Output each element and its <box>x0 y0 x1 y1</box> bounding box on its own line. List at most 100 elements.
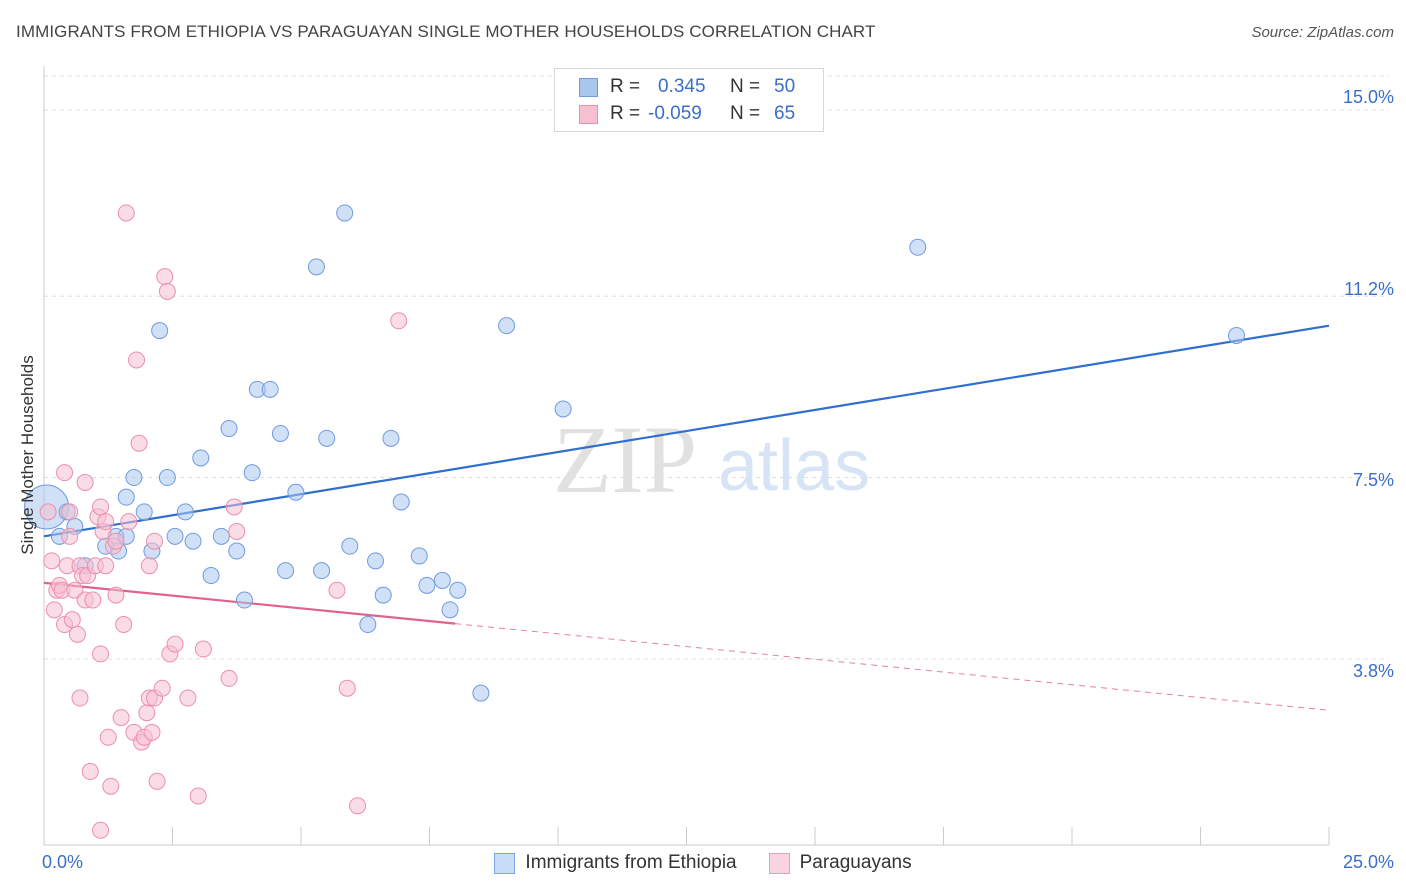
legend-n-label: N = <box>730 103 761 124</box>
paraguayan-point-63 <box>338 679 356 697</box>
ethiopia-point-35 <box>367 552 385 570</box>
watermark: ZIP atlas <box>553 406 870 513</box>
paraguayan-point-49 <box>146 532 164 550</box>
ethiopia-point-17 <box>192 449 210 467</box>
paraguayan-point-28 <box>97 513 115 531</box>
paraguayan-point-21 <box>84 591 102 609</box>
legend-swatch-ethiopia <box>579 77 598 97</box>
legend-row-ethiopia: R = 0.345 N = 50 <box>579 73 795 101</box>
ethiopia-point-38 <box>392 493 410 511</box>
paraguayan-point-2 <box>45 601 63 619</box>
paraguayan-point-11 <box>63 611 81 629</box>
paraguayan-point-50 <box>148 772 166 790</box>
ethiopia-point-14 <box>166 527 184 545</box>
paraguayan-point-51 <box>153 679 171 697</box>
paraguayan-point-60 <box>225 498 243 516</box>
paraguayan-point-47 <box>143 723 161 741</box>
ethiopia-point-9 <box>125 469 143 487</box>
ethiopia-point-45 <box>498 317 516 335</box>
paraguayan-point-41 <box>130 434 148 452</box>
ethiopia-point-28 <box>287 483 305 501</box>
paraguayan-trend-line-extension <box>455 623 1330 711</box>
paraguayan-point-25 <box>92 645 110 663</box>
paraguayan-point-65 <box>390 312 408 330</box>
ethiopia-point-21 <box>228 542 246 560</box>
x-tick-label-max: 25.0% <box>1342 852 1394 872</box>
paraguayan-point-1 <box>43 552 61 570</box>
paraguayan-point-38 <box>120 513 138 531</box>
paraguayan-point-12 <box>66 581 84 599</box>
paraguayan-point-56 <box>179 689 197 707</box>
ethiopia-point-13 <box>158 469 176 487</box>
paraguayan-point-20 <box>81 763 99 781</box>
paraguayan-point-64 <box>349 797 367 815</box>
ethiopia-point-39 <box>410 547 428 565</box>
paraguayan-point-35 <box>112 709 130 727</box>
legend-item-ethiopia[interactable]: Immigrants from Ethiopia <box>494 852 737 874</box>
ethiopia-point-44 <box>472 684 490 702</box>
ethiopia-point-8 <box>117 488 135 506</box>
ethiopia-point-18 <box>202 567 220 585</box>
ethiopia-point-26 <box>271 424 289 442</box>
ethiopia-point-40 <box>418 576 436 594</box>
ethiopia-point-34 <box>359 616 377 634</box>
paraguayan-point-37 <box>117 204 135 222</box>
ethiopia-point-22 <box>235 591 253 609</box>
ethiopia-point-30 <box>313 562 331 580</box>
paraguayan-point-27 <box>97 557 115 575</box>
legend-label-paraguayans: Paraguayans <box>799 852 912 873</box>
paraguayan-point-29 <box>92 821 110 839</box>
y-tick-label-3-8: 3.8% <box>1352 661 1394 681</box>
legend-n-value: 65 <box>774 103 796 124</box>
legend-swatch-paraguayans <box>579 104 598 124</box>
chart-title: IMMIGRANTS FROM ETHIOPIA VS PARAGUAYAN S… <box>16 22 876 41</box>
ethiopia-point-37 <box>382 429 400 447</box>
ethiopia-point-29 <box>307 258 325 276</box>
paraguayan-point-53 <box>158 282 176 300</box>
ethiopia-point-47 <box>909 238 927 256</box>
y-tick-label-7-5: 7.5% <box>1352 470 1394 490</box>
chart-source: Source: ZipAtlas.com <box>1251 24 1394 41</box>
legend-r-value: -0.059 <box>648 103 702 124</box>
legend-item-paraguayans[interactable]: Paraguayans <box>768 852 912 874</box>
ethiopia-trend-line <box>43 324 1330 538</box>
y-tick-label-15: 15.0% <box>1342 87 1394 107</box>
paraguayan-point-36 <box>115 616 133 634</box>
ethiopia-point-42 <box>441 601 459 619</box>
watermark-zip: ZIP <box>553 406 697 513</box>
ethiopia-point-12 <box>151 322 169 340</box>
ethiopia-point-19 <box>212 527 230 545</box>
gridlines <box>44 75 1389 660</box>
ethiopia-point-15 <box>176 503 194 521</box>
paraguayan-point-13 <box>68 625 86 643</box>
paraguayan-point-10 <box>61 527 79 545</box>
paraguayan-point-31 <box>102 777 120 795</box>
legend-label-ethiopia: Immigrants from Ethiopia <box>525 852 737 873</box>
paraguayan-point-33 <box>107 532 125 550</box>
paraguayan-point-9 <box>61 503 79 521</box>
legend-n-label: N = <box>730 76 761 97</box>
axes <box>43 66 1330 846</box>
legend-swatch-paraguayans <box>768 852 790 874</box>
paraguayan-point-30 <box>99 728 117 746</box>
ethiopia-point-43 <box>449 581 467 599</box>
ethiopia-point-48 <box>1227 326 1245 344</box>
data-points <box>24 204 1245 839</box>
ethiopia-point-33 <box>341 537 359 555</box>
correlation-legend: R = 0.345 N = 50 R = -0.059 N = 65 <box>554 68 824 132</box>
paraguayan-point-55 <box>166 635 184 653</box>
y-axis-label: Single Mother Households <box>18 355 37 555</box>
ethiopia-point-36 <box>374 586 392 604</box>
ethiopia-point-31 <box>318 429 336 447</box>
ethiopia-point-20 <box>220 420 238 438</box>
paraguayan-point-59 <box>220 669 238 687</box>
paraguayan-point-44 <box>138 704 156 722</box>
ethiopia-point-46 <box>554 400 572 418</box>
paraguayan-point-14 <box>71 689 89 707</box>
paraguayan-point-57 <box>189 787 207 805</box>
legend-r-value: 0.345 <box>658 76 706 97</box>
paraguayan-point-24 <box>92 498 110 516</box>
legend-swatch-ethiopia <box>494 852 516 874</box>
paraguayan-point-46 <box>140 557 158 575</box>
